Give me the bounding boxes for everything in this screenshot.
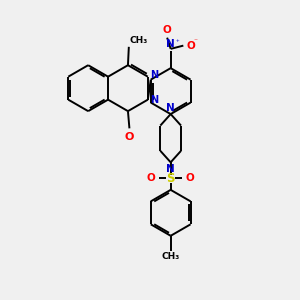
Text: ⁺: ⁺ [175,40,179,46]
Text: N: N [166,164,175,174]
Text: S: S [167,172,175,185]
Text: O: O [187,40,196,51]
Text: N: N [166,103,175,112]
Text: O: O [147,173,155,183]
Text: ⁻: ⁻ [193,37,197,46]
Text: N: N [150,70,158,80]
Text: N: N [166,39,175,49]
Text: N: N [150,95,158,105]
Text: O: O [163,25,172,35]
Text: CH₃: CH₃ [129,36,148,45]
Text: O: O [125,132,134,142]
Text: CH₃: CH₃ [161,252,180,261]
Text: O: O [186,173,195,183]
